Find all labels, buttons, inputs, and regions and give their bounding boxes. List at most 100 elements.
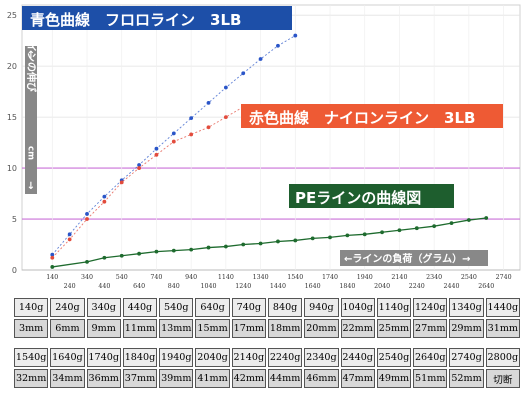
- x-tick-label: 2340: [426, 274, 442, 281]
- stretch-cell: 17mm: [231, 319, 266, 338]
- data-point: [328, 235, 332, 240]
- x-tick-label: 1340: [253, 274, 269, 281]
- yaxis-arrow-down: ↓: [27, 181, 35, 192]
- weight-cell: 2340g: [304, 348, 339, 367]
- y-tick-label: 0: [12, 266, 17, 275]
- data-point: [206, 245, 211, 250]
- data-point: [171, 248, 176, 253]
- data-point: [171, 131, 176, 136]
- weight-cell: 1740g: [86, 348, 121, 367]
- y-tick-label: 10: [7, 164, 17, 173]
- data-point: [223, 115, 228, 120]
- data-point: [241, 242, 246, 247]
- data-point: [414, 226, 419, 231]
- data-point: [137, 251, 141, 256]
- series-layer: [50, 33, 489, 269]
- y-tick-label: 5: [12, 215, 17, 224]
- weight-cell: 1040g: [340, 298, 375, 317]
- weight-cell: 1340g: [449, 298, 484, 317]
- x-tick-label: 1140: [218, 274, 234, 281]
- data-point: [449, 221, 454, 226]
- data-point: [119, 253, 124, 258]
- x-tick-label: 1540: [287, 274, 303, 281]
- xaxis-label: ←ラインの負荷（グラム）→: [344, 252, 470, 265]
- stretch-cell: 49mm: [376, 369, 412, 388]
- stretch-cell: 32mm: [14, 369, 49, 388]
- weight-cell: 140g: [14, 298, 49, 317]
- weight-cell: 2040g: [195, 348, 230, 367]
- data-point: [206, 125, 211, 130]
- weight-row-2: 1540g 1640g 1740g 1840g 1940g 2040g 2140g 2240g…: [14, 348, 520, 367]
- x-tick-label: 2040: [374, 283, 390, 290]
- data-point: [50, 265, 55, 269]
- data-point: [85, 212, 89, 216]
- weight-cell: 940g: [304, 298, 339, 317]
- data-point: [276, 239, 280, 244]
- data-point: [67, 237, 72, 242]
- data-point: [293, 33, 298, 38]
- x-tick-label: 640: [133, 283, 145, 290]
- stretch-cell: 41mm: [195, 369, 230, 388]
- data-point: [397, 228, 402, 233]
- stretch-row-1: 3mm 6mm 9mm 11mm 13mm 15mm 17mm 18mm 20mm 22mm 25m…: [14, 319, 520, 338]
- x-tick-label: 340: [81, 274, 93, 281]
- stretch-cell: 37mm: [122, 369, 158, 388]
- data-point: [223, 244, 228, 249]
- tick-labels: 0 5 10 15 20 25 140 340 540 740 940 1140 1340 1540 174…: [7, 11, 512, 290]
- data-point: [345, 233, 350, 238]
- data-point: [206, 100, 211, 105]
- line-stretch-chart: 0 5 10 15 20 25 140 340 540 740 940 1140 1340 1540 174…: [7, 4, 521, 290]
- stretch-cell: 42mm: [231, 369, 266, 388]
- stretch-cell: 47mm: [340, 369, 375, 388]
- weight-cell: 1540g: [14, 348, 49, 367]
- stretch-cell: 31mm: [485, 319, 520, 338]
- series-line: [51, 106, 244, 259]
- stretch-cell: 44mm: [267, 369, 303, 388]
- data-point: [241, 71, 246, 76]
- x-tick-label: 1240: [235, 283, 251, 290]
- weight-cell: 2140g: [231, 348, 266, 367]
- yaxis-unit: cm: [26, 146, 36, 160]
- data-point: [119, 180, 124, 185]
- stretch-cell: 52mm: [449, 369, 484, 388]
- x-tick-label: 740: [150, 274, 162, 281]
- data-point: [102, 255, 107, 260]
- data-point: [85, 259, 89, 264]
- stretch-table-1: 140g 240g 340g 440g 540g 640g 740g 840g 940g 1040…: [12, 296, 522, 340]
- stretch-cell: 39mm: [159, 369, 194, 388]
- stretch-row-2: 32mm 34mm 36mm 37mm 39mm 41mm 42mm 44mm 46mm 47mm…: [14, 369, 520, 388]
- pe-legend-label: PEラインの曲線図: [295, 189, 421, 207]
- weight-cell: 2740g: [449, 348, 484, 367]
- data-point: [293, 238, 298, 243]
- x-tick-label: 2440: [443, 283, 459, 290]
- stretch-table-2: 1540g 1640g 1740g 1840g 1940g 2040g 2140g 2240g…: [12, 346, 522, 390]
- data-point: [171, 139, 176, 144]
- data-point: [223, 85, 228, 90]
- stretch-cell: 27mm: [413, 319, 448, 338]
- data-point: [189, 132, 194, 137]
- weight-cell: 1840g: [122, 348, 158, 367]
- stretch-cell: 20mm: [304, 319, 339, 338]
- data-point: [258, 241, 263, 246]
- data-point: [310, 236, 315, 241]
- blue-legend-box: [22, 6, 292, 30]
- x-tick-label: 2740: [496, 274, 512, 281]
- x-tick-label: 1640: [305, 283, 321, 290]
- pe-legend-box: [289, 184, 454, 208]
- data-point: [154, 249, 159, 254]
- weight-cell: 2640g: [413, 348, 448, 367]
- data-point: [50, 255, 55, 260]
- stretch-cell: 29mm: [449, 319, 484, 338]
- data-point: [484, 216, 489, 220]
- weight-cell: 1940g: [159, 348, 194, 367]
- red-legend-label: 赤色曲線 ナイロンライン 3LB: [249, 109, 475, 127]
- weight-cell: 640g: [195, 298, 230, 317]
- stretch-cell: 36mm: [86, 369, 121, 388]
- data-point: [154, 146, 159, 151]
- x-tick-label: 2640: [478, 283, 494, 290]
- x-tick-label: 240: [64, 283, 76, 290]
- data-point: [50, 252, 55, 257]
- x-tick-label: 440: [98, 283, 110, 290]
- data-point: [189, 116, 194, 121]
- stretch-tables: 140g 240g 340g 440g 540g 640g 740g 840g 940g 1040…: [12, 296, 522, 394]
